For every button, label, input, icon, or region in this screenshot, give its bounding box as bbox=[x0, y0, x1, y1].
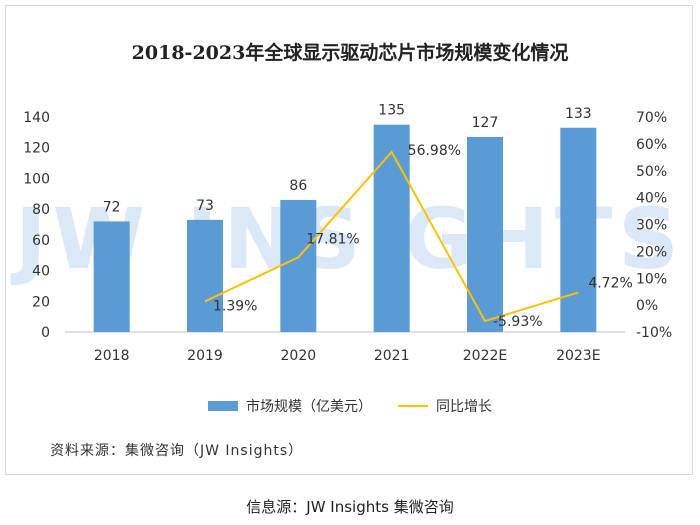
y-right-tick-label: 50% bbox=[636, 164, 667, 180]
bar bbox=[467, 136, 503, 332]
bar-value-label: 133 bbox=[565, 106, 592, 122]
x-tick-label: 2023E bbox=[556, 348, 600, 364]
bar bbox=[187, 219, 223, 332]
line-value-label: 56.98% bbox=[408, 143, 461, 159]
chart-title: 2018-2023年全球显示驱动芯片市场规模变化情况 bbox=[131, 42, 569, 64]
source-note: 资料来源：集微咨询（JW Insights） bbox=[50, 443, 304, 459]
growth-line bbox=[204, 150, 579, 323]
bar bbox=[373, 124, 410, 332]
x-tick-label: 2019 bbox=[187, 348, 223, 364]
x-tick-label: 2021 bbox=[374, 348, 410, 364]
legend-item-bar: 市场规模（亿美元） bbox=[208, 396, 372, 416]
x-tick-label: 2018 bbox=[94, 348, 130, 364]
line-value-label: 1.39% bbox=[213, 298, 257, 314]
chart-legend: 市场规模（亿美元） 同比增长 bbox=[0, 396, 700, 416]
legend-bar-swatch bbox=[208, 401, 238, 411]
y-right-tick-label: 70% bbox=[636, 110, 667, 126]
y-left-tick-label: 140 bbox=[23, 110, 50, 126]
image-caption: 信息源：JW Insights 集微咨询 bbox=[246, 498, 454, 516]
legend-item-line: 同比增长 bbox=[398, 396, 492, 416]
legend-line-label: 同比增长 bbox=[436, 399, 492, 415]
y-left-tick-label: 20 bbox=[32, 294, 50, 310]
bar-value-label: 72 bbox=[103, 199, 121, 215]
bar bbox=[560, 127, 597, 332]
legend-line-swatch bbox=[398, 405, 428, 407]
line-value-label: 17.81% bbox=[306, 231, 359, 247]
y-left-tick-label: 80 bbox=[32, 202, 50, 218]
y-left-tick-label: 120 bbox=[23, 141, 50, 157]
x-tick-label: 2020 bbox=[281, 348, 317, 364]
legend-bar-label: 市场规模（亿美元） bbox=[246, 399, 372, 415]
bar-value-label: 135 bbox=[378, 103, 405, 119]
bar-value-label: 73 bbox=[196, 198, 214, 214]
line-value-label: -5.93% bbox=[493, 314, 543, 330]
bar-value-label: 127 bbox=[472, 115, 499, 131]
y-left-tick-label: 60 bbox=[32, 233, 50, 249]
y-right-tick-label: -10% bbox=[636, 325, 672, 341]
y-right-tick-label: 60% bbox=[636, 137, 667, 153]
bar bbox=[280, 199, 317, 332]
bar-value-label: 86 bbox=[289, 178, 307, 194]
y-right-tick-label: 0% bbox=[636, 298, 658, 314]
bar bbox=[93, 221, 130, 332]
y-left-tick-label: 100 bbox=[23, 171, 50, 187]
line-value-label: 4.72% bbox=[588, 275, 632, 291]
y-right-tick-label: 40% bbox=[636, 191, 667, 207]
y-right-tick-label: 10% bbox=[636, 271, 667, 287]
x-tick-label: 2022E bbox=[463, 348, 507, 364]
y-left-tick-label: 40 bbox=[32, 264, 50, 280]
y-right-tick-label: 20% bbox=[636, 244, 667, 260]
y-left-tick-label: 0 bbox=[41, 325, 50, 341]
y-right-tick-label: 30% bbox=[636, 218, 667, 234]
